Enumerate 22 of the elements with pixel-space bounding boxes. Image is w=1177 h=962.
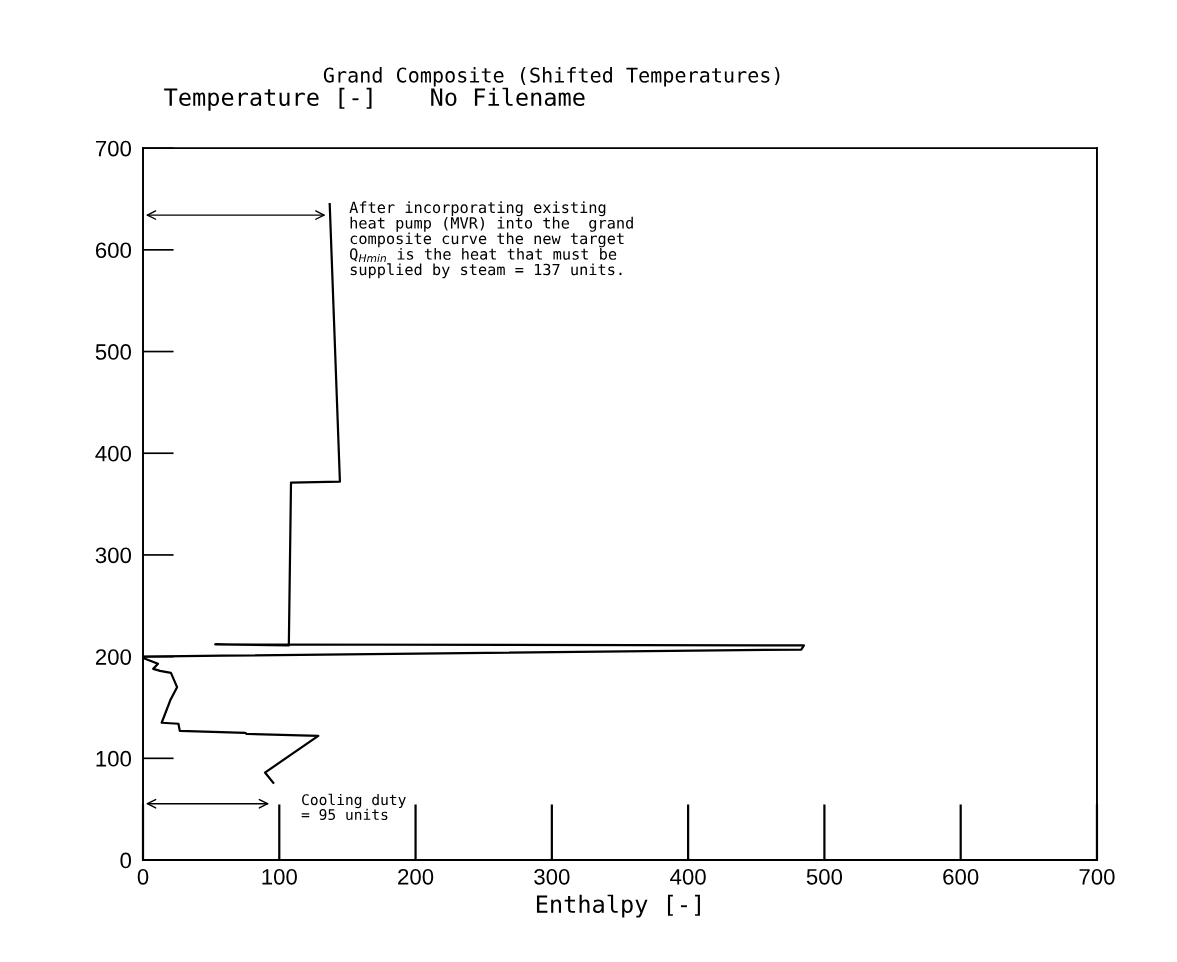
x-tick-label: 0 <box>137 868 149 885</box>
y-tick-label: 0 <box>120 852 132 869</box>
y-axis-title: Temperature [-] <box>164 87 372 111</box>
chart-title: Grand Composite (Shifted Temperatures) <box>323 67 780 87</box>
x-axis-title: Enthalpy [-] <box>536 894 700 918</box>
annotation: Cooling duty = 95 units <box>301 793 406 821</box>
x-tick-label: 600 <box>943 868 979 885</box>
x-tick-label: 200 <box>398 868 434 885</box>
x-tick-label: 100 <box>262 868 297 885</box>
y-tick-label: 400 <box>95 445 132 462</box>
y-tick-label: 300 <box>95 547 132 564</box>
x-tick-label: 700 <box>1079 868 1115 885</box>
chart-subtitle: No Filename <box>431 87 585 107</box>
y-tick-label: 100 <box>96 750 132 767</box>
y-tick-label: 500 <box>95 344 132 360</box>
annotation: After incorporating existing heat pump (MVR) into the grand composite curve the new target Q$_{Hmin}$ is the heat that must be supplied by steam = 137 units. <box>349 201 633 279</box>
y-tick-label: 700 <box>95 140 132 157</box>
x-tick-label: 300 <box>534 868 570 885</box>
y-tick-label: 600 <box>95 242 132 259</box>
x-tick-label: 500 <box>806 868 843 885</box>
x-tick-label: 400 <box>670 868 706 885</box>
y-tick-label: 200 <box>95 649 132 665</box>
